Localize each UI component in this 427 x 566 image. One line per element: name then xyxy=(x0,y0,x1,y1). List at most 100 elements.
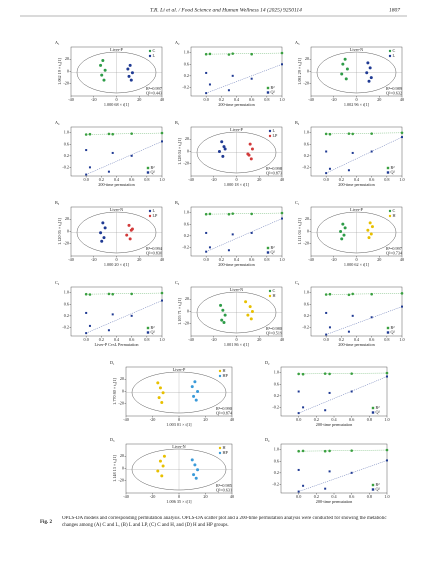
data-point xyxy=(205,92,208,95)
data-point xyxy=(370,132,373,135)
y-tick-label: 0.2 xyxy=(64,153,69,158)
panel: C₁ -40 -20 0 20 40 -20 0 20 1.000 62 × t[1] Liver-… xyxy=(295,200,404,267)
data-point xyxy=(328,292,332,296)
data-point xyxy=(324,293,328,296)
legend-entry: Q² xyxy=(271,249,276,254)
data-point xyxy=(301,449,305,453)
x-tick-label: 0.8 xyxy=(144,337,149,342)
data-point xyxy=(208,52,212,56)
data-point xyxy=(160,474,164,478)
data-point xyxy=(161,464,165,468)
data-point xyxy=(190,458,194,462)
data-point xyxy=(401,136,403,139)
data-point xyxy=(227,249,230,252)
y-tick-label: -20 xyxy=(303,241,309,246)
legend-swatch xyxy=(371,483,375,487)
data-point xyxy=(103,68,107,72)
legend-entry: Q² xyxy=(391,169,396,174)
y-tick-label: 0 xyxy=(187,308,189,313)
x-tick-label: 0 xyxy=(178,417,180,422)
data-point xyxy=(297,412,300,415)
x-tick-label: 40 xyxy=(230,494,234,499)
x-tick-label: 0 xyxy=(115,257,117,262)
model-stat: Q²=0.830 xyxy=(146,250,162,255)
x-tick-label: 1.0 xyxy=(384,417,389,422)
data-point xyxy=(347,293,351,297)
y-tick-label: 0.6 xyxy=(274,381,279,386)
data-point xyxy=(297,372,300,376)
panel: C₃ -40 -20 0 20 40 -20 0 20 1.001 86 × t[1] Liver-… xyxy=(175,280,284,347)
legend-swatch xyxy=(386,326,390,330)
x-tick-label: 0.0 xyxy=(296,417,301,422)
data-point xyxy=(366,61,370,65)
y-tick-label: 0 xyxy=(67,68,69,73)
data-point xyxy=(157,396,161,400)
data-point xyxy=(220,140,224,144)
legend-entry: Q² xyxy=(376,486,381,491)
data-point xyxy=(84,292,88,296)
data-point xyxy=(156,381,160,385)
y-tick-label: 0.2 xyxy=(304,313,309,318)
caption-text: OPLS-DA models and corresponding permuta… xyxy=(62,516,387,528)
x-axis-label: 1.000 18 × t[1] xyxy=(224,182,250,187)
data-point xyxy=(103,226,107,230)
panel-label: C₄ xyxy=(295,280,300,285)
x-tick-label: 0.2 xyxy=(219,97,224,102)
x-tick-label: -20 xyxy=(211,337,217,342)
data-point xyxy=(111,313,114,316)
legend-swatch xyxy=(218,369,222,373)
panel-title: Liver-N xyxy=(172,444,185,449)
y-tick-label: 0.6 xyxy=(274,458,279,463)
data-point xyxy=(111,292,115,296)
x-axis-label: 200-time permutation xyxy=(218,262,255,267)
panel-label: D₃ xyxy=(110,437,115,442)
data-point xyxy=(368,221,372,225)
y-tick-label: 20 xyxy=(305,56,309,61)
x-tick-label: 0.6 xyxy=(369,177,374,182)
data-point xyxy=(160,131,164,135)
legend-entry: R² xyxy=(376,482,381,487)
y-tick-label: -0.2 xyxy=(302,324,309,329)
data-point xyxy=(130,132,133,135)
model-stat: R²=0.989 xyxy=(386,86,402,91)
legend-entry: R² xyxy=(151,165,156,170)
trend-line xyxy=(86,300,163,334)
data-point xyxy=(222,321,226,325)
y-axis-label: 1.111 04 × t₀[1] xyxy=(297,218,302,245)
data-point xyxy=(281,63,283,66)
data-point xyxy=(249,157,253,161)
x-tick-label: 1.0 xyxy=(399,337,404,342)
x-tick-label: -40 xyxy=(308,97,314,102)
legend-entry: Q² xyxy=(151,169,156,174)
data-point xyxy=(130,292,133,296)
x-tick-label: -40 xyxy=(188,177,194,182)
x-tick-label: 0 xyxy=(355,257,357,262)
data-point xyxy=(325,150,328,153)
y-tick-label: 0.2 xyxy=(304,153,309,158)
y-tick-label: -20 xyxy=(183,321,189,326)
x-tick-label: 0.8 xyxy=(264,97,269,102)
x-tick-label: -20 xyxy=(211,177,217,182)
x-tick-label: 20 xyxy=(203,417,207,422)
data-point xyxy=(328,391,331,394)
legend-entry: C xyxy=(393,48,396,53)
data-point xyxy=(130,154,133,157)
model-stat: Q²=0.734 xyxy=(386,250,403,255)
legend-entry: Q² xyxy=(376,409,381,414)
y-tick-label: 1.0 xyxy=(184,50,189,55)
data-point xyxy=(205,231,208,234)
legend-entry: Q² xyxy=(151,329,156,334)
legend-swatch xyxy=(388,49,392,53)
data-point xyxy=(328,167,331,170)
data-point xyxy=(248,142,252,146)
y-tick-label: 1.0 xyxy=(304,290,309,295)
legend-entry: R² xyxy=(151,325,156,330)
legend-swatch xyxy=(148,54,152,58)
data-point xyxy=(160,401,164,405)
data-point xyxy=(297,390,300,393)
data-point xyxy=(351,314,354,317)
panel: A₃ -40 -20 0 20 40 -20 0 20 1.002 96 × t[1] Liver-… xyxy=(295,40,404,107)
data-point xyxy=(343,57,347,61)
data-point xyxy=(366,228,370,232)
